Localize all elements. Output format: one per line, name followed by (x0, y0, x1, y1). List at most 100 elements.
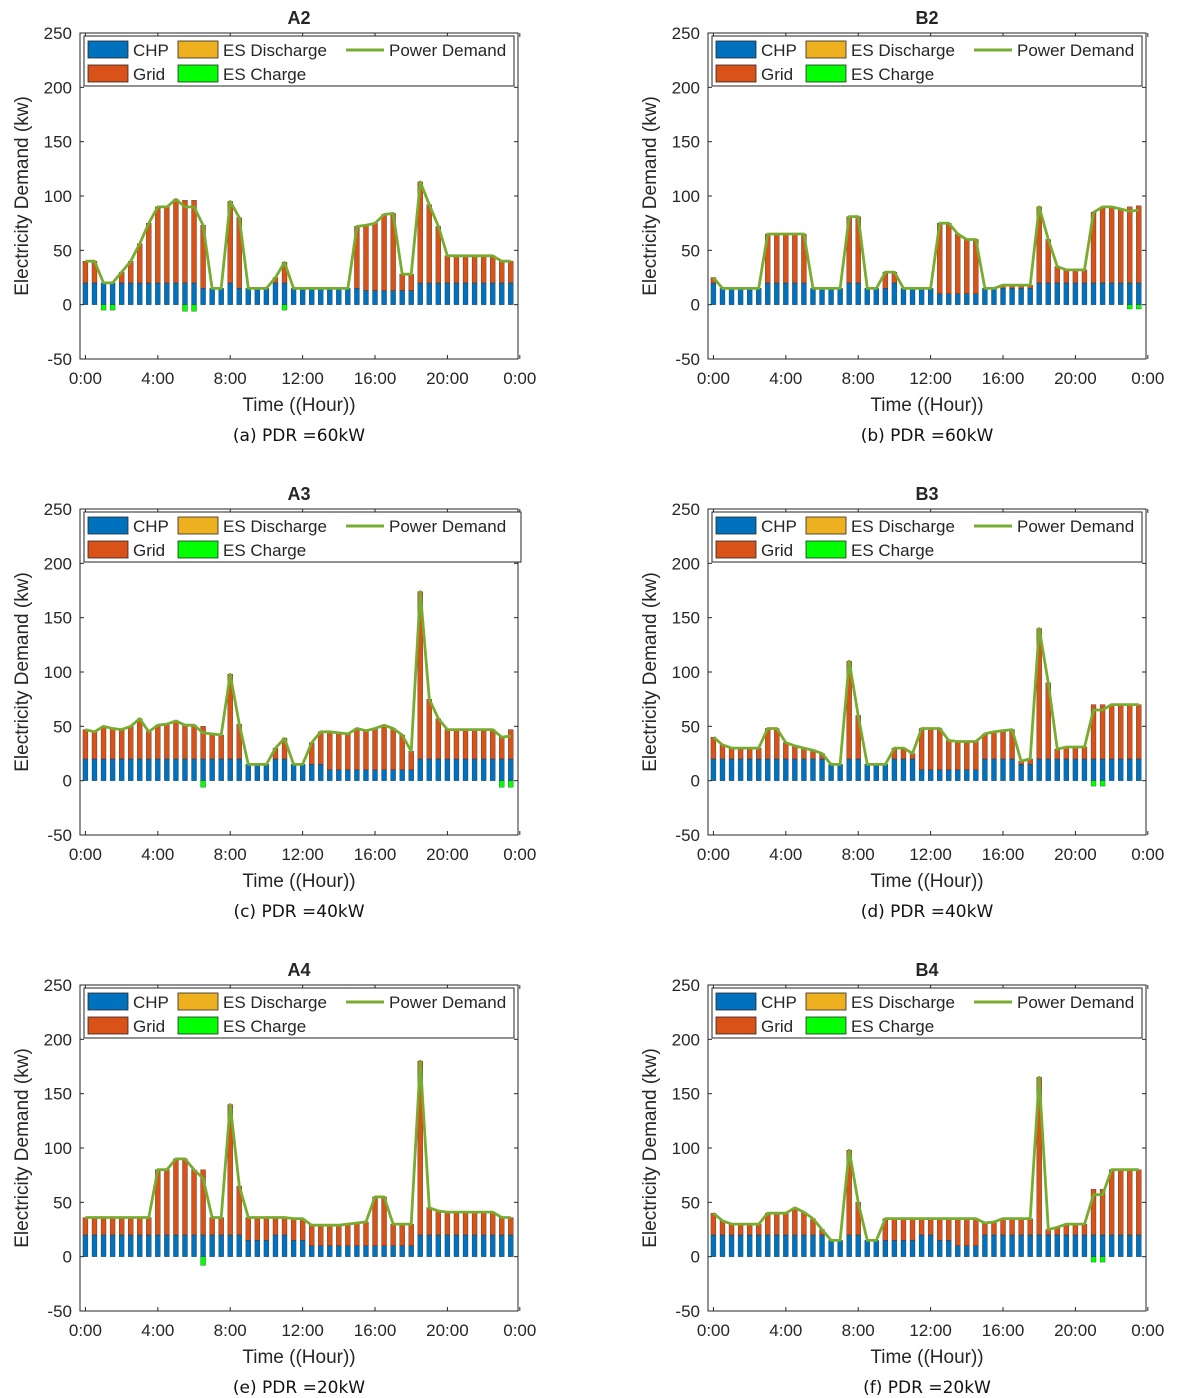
chp-bar (209, 288, 215, 305)
es-charge-bar (1099, 780, 1106, 787)
grid-bar (946, 223, 952, 294)
chp-bar (1009, 758, 1015, 781)
chp-bar (891, 1240, 898, 1257)
chp-bar (444, 1234, 451, 1257)
chp-bar (728, 758, 735, 781)
legend-label-es-discharge: ES Discharge (223, 993, 327, 1012)
chp-bar (173, 758, 179, 781)
chp-bar (499, 1234, 505, 1257)
grid-bar (1136, 704, 1142, 760)
grid-bar (982, 733, 988, 760)
grid-bar (309, 1225, 315, 1246)
grid-bar (783, 233, 789, 284)
x-tick-label: 8:00 (214, 1321, 247, 1340)
power-demand-line (712, 627, 1139, 766)
x-tick-label: 4:00 (141, 845, 174, 864)
chp-bar (345, 769, 351, 781)
chp-bar (1118, 758, 1124, 781)
es-charge-bar (1099, 1256, 1106, 1263)
grid-bar (1027, 1218, 1033, 1236)
chp-bar (399, 290, 405, 305)
chp-bar (719, 288, 726, 305)
chp-bar (399, 1245, 405, 1257)
grid-bar (327, 731, 333, 770)
grid-bar (471, 1211, 478, 1236)
grid-bar (164, 1169, 170, 1236)
legend-label-es-discharge: ES Discharge (223, 41, 327, 60)
chp-bar (882, 288, 889, 305)
grid-bar (426, 204, 432, 284)
chp-bar (737, 758, 744, 781)
x-tick-label: 0:00 (1131, 1321, 1164, 1340)
x-tick-label: 4:00 (141, 1321, 174, 1340)
chp-bar (991, 1234, 997, 1257)
grid-bar (982, 1222, 988, 1236)
chp-bar (399, 769, 405, 781)
legend-swatch-chp (715, 40, 757, 59)
grid-bar (499, 261, 505, 284)
es-charge-bar (200, 1256, 206, 1266)
grid-bar (719, 1220, 726, 1236)
grid-bar (1108, 704, 1115, 760)
grid-bar (1108, 206, 1115, 284)
y-tick-label: 50 (53, 1193, 72, 1212)
chp-bar (100, 282, 107, 305)
chp-bar (810, 288, 816, 305)
grid-bar (363, 1221, 369, 1246)
chp-bar (91, 758, 98, 781)
y-tick-label: 250 (44, 500, 72, 519)
chp-bar (783, 1234, 789, 1257)
legend-swatch-grid (87, 1016, 129, 1035)
chp-bar (200, 758, 206, 781)
x-tick-label: 0:00 (503, 1321, 536, 1340)
grid-bar (746, 1223, 753, 1236)
legend-swatch-es-charge (177, 1016, 219, 1035)
y-tick-label: 50 (681, 241, 700, 260)
chp-bar (299, 1240, 306, 1257)
chart-title: B4 (915, 960, 938, 980)
chp-bar (155, 282, 161, 305)
grid-bar (1127, 704, 1133, 760)
legend: CHP Grid ES Discharge ES Charge Power Demand (83, 511, 522, 563)
grid-bar (1099, 206, 1106, 284)
chp-bar (281, 1234, 288, 1257)
y-tick-label: -50 (47, 826, 72, 845)
grid-bar (728, 1223, 735, 1236)
chp-bar (381, 1245, 387, 1257)
grid-bar (471, 729, 478, 760)
chart-b2: -50 0 50 100 150 200 250 0:00 4:00 8:00 12:00 16:00… (640, 8, 1164, 416)
chp-bar (1136, 758, 1142, 781)
grid-bar (191, 1169, 197, 1236)
chp-bar (499, 282, 505, 305)
legend-label-chp: CHP (761, 993, 797, 1012)
x-tick-label: 20:00 (426, 1321, 469, 1340)
chp-bar (109, 1234, 116, 1257)
chp-bar (1009, 1234, 1015, 1257)
chart-title: A2 (287, 8, 310, 28)
chp-bar (828, 764, 834, 781)
caption-a2: (a) PDR =60kW (232, 426, 366, 446)
chp-bar (882, 1240, 889, 1257)
chp-bar (982, 1234, 988, 1257)
x-tick-label: 0:00 (697, 369, 730, 388)
grid-bar (900, 1218, 907, 1241)
chp-bar (435, 1234, 442, 1257)
grid-bar (1009, 1218, 1015, 1236)
chp-bar (236, 288, 242, 305)
grid-bar (435, 1210, 442, 1236)
x-tick-label: 0:00 (69, 845, 102, 864)
chp-bar (218, 1234, 224, 1257)
caption-b4: (f) PDR =20kW (863, 1378, 991, 1398)
chp-bar (855, 758, 861, 781)
grid-bar (435, 718, 442, 760)
chp-bar (819, 1234, 825, 1257)
chp-bar (1063, 1234, 1070, 1257)
chp-bar (100, 1234, 107, 1257)
chp-bar (792, 1234, 798, 1257)
chp-bar (927, 769, 934, 781)
grid-bar (100, 1217, 107, 1236)
y-tick-label: 150 (672, 133, 700, 152)
legend-swatch-grid (87, 540, 129, 559)
grid-bar (209, 733, 215, 760)
legend-label-es-charge: ES Charge (851, 65, 934, 84)
